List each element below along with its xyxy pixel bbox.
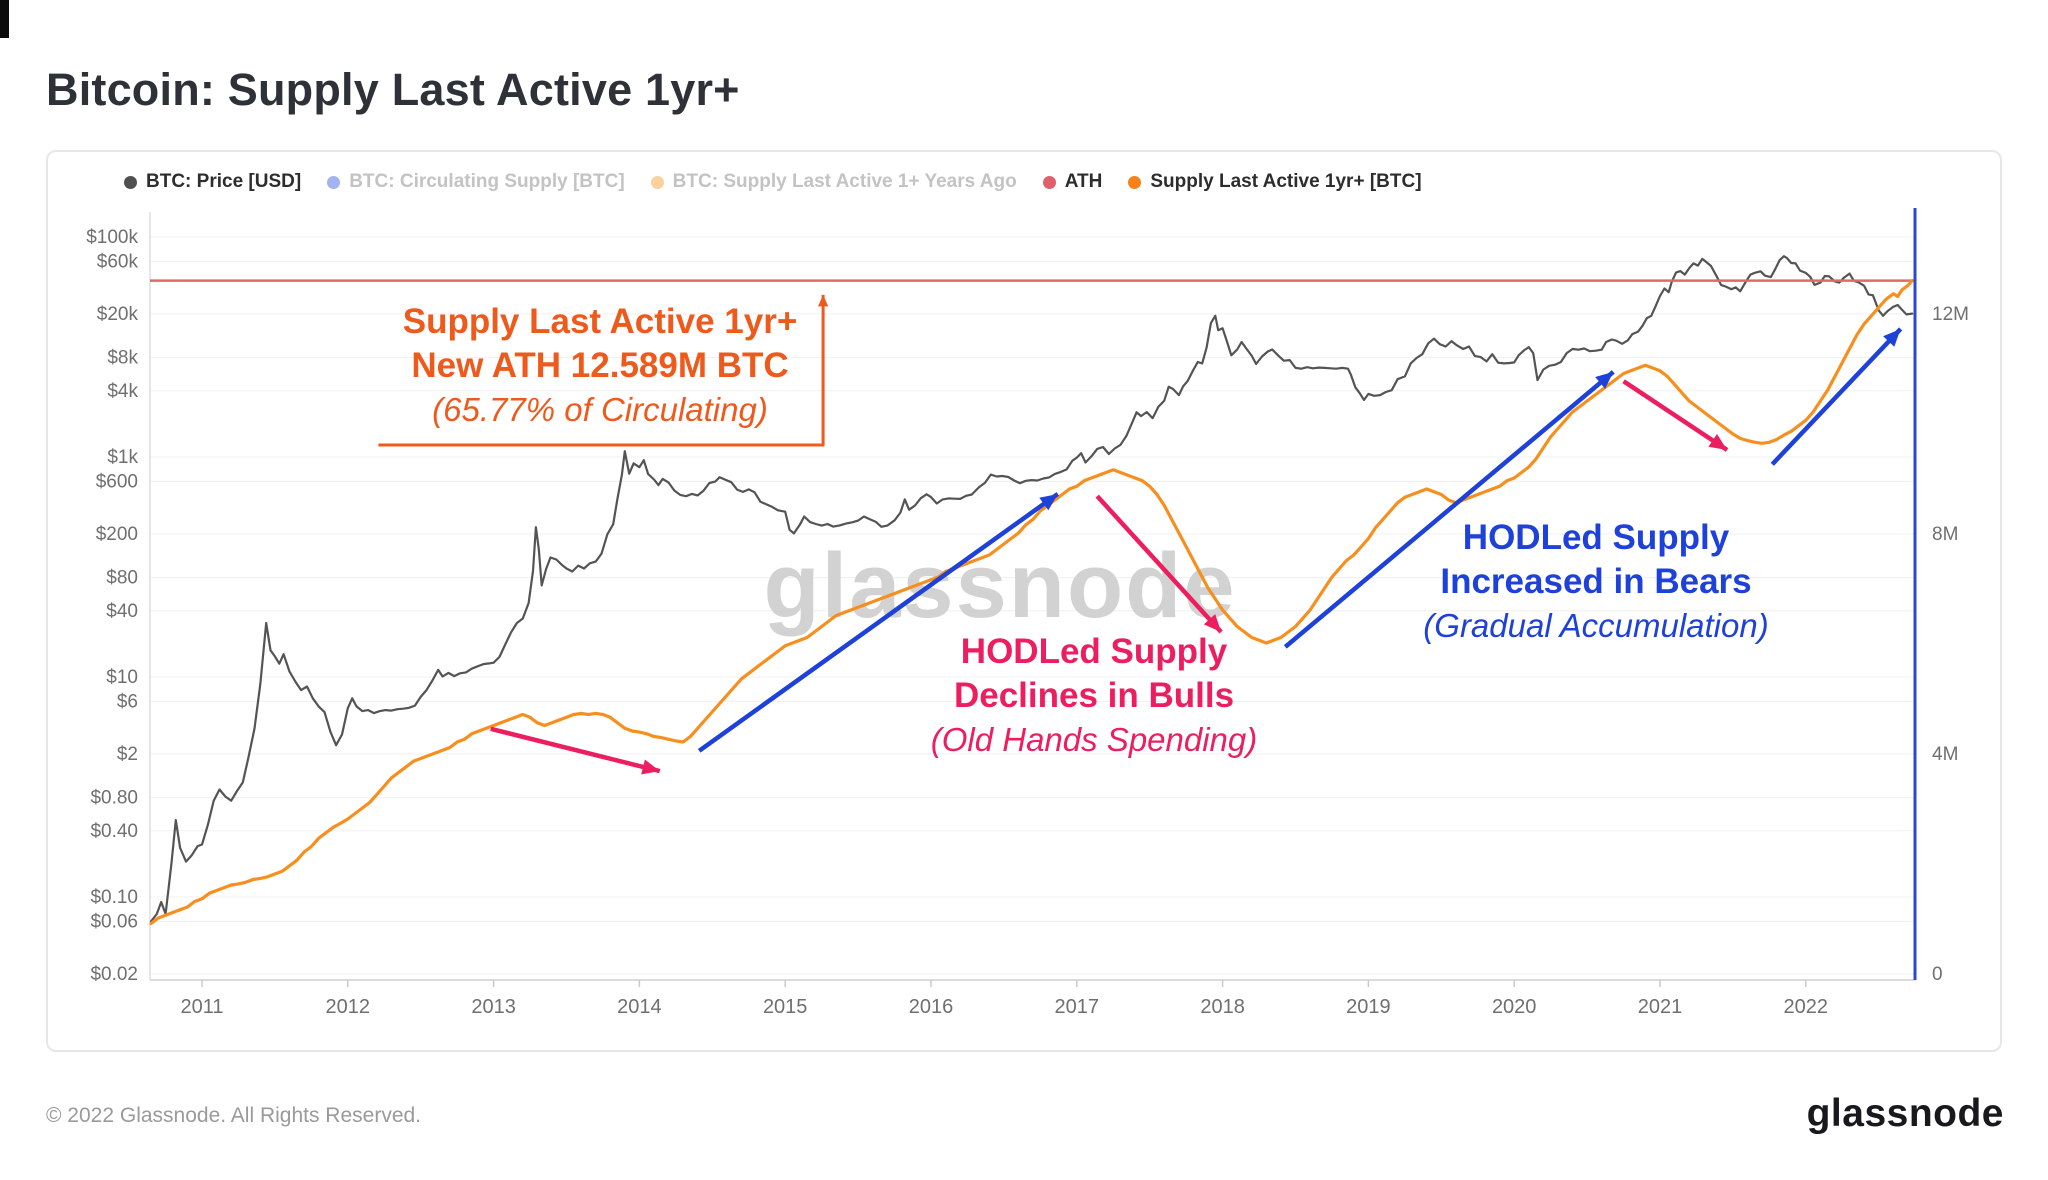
chart-legend: BTC: Price [USD] BTC: Circulating Supply … (124, 171, 1422, 193)
y-axis-left-tick-label: $0.80 (90, 788, 138, 809)
y-axis-left-tick-label: $600 (96, 471, 138, 492)
supply-line (149, 279, 1914, 926)
annotation-line: (Gradual Accumulation) (1423, 607, 1769, 644)
x-axis-tick-label: 2017 (1055, 996, 1100, 1018)
x-axis-tick-label: 2022 (1784, 996, 1829, 1018)
x-axis-tick-label: 2015 (763, 996, 808, 1018)
x-axis-tick-label: 2018 (1200, 996, 1245, 1018)
annotation-arrow (1770, 327, 1903, 466)
chart-card (46, 150, 2002, 1052)
y-axis-left-tick-label: $2 (117, 744, 138, 765)
x-axis-tick-label: 2014 (617, 996, 662, 1018)
y-axis-right-tick-label: 4M (1932, 744, 1958, 765)
x-axis-tick-label: 2013 (471, 996, 516, 1018)
y-axis-left-tick-label: $0.10 (90, 887, 138, 908)
y-axis-right-tick-label: 12M (1932, 304, 1969, 325)
legend-dot-icon (124, 175, 137, 189)
x-axis-tick-label: 2011 (180, 996, 223, 1018)
legend-item[interactable]: BTC: Circulating Supply [BTC] (327, 171, 625, 193)
annotation-arrow (490, 726, 661, 774)
glassnode-logo: glassnode (1806, 1092, 2004, 1135)
legend-dot-icon (1042, 175, 1056, 189)
annotation-arrowhead (818, 294, 829, 307)
y-axis-left-tick-label: $0.40 (90, 821, 138, 842)
watermark: glassnode (763, 535, 1236, 637)
annotation-arrow (1622, 379, 1729, 452)
legend-label: ATH (1064, 171, 1103, 192)
legend-label: Supply Last Active 1yr+ [BTC] (1150, 171, 1422, 192)
y-axis-left-tick-label: $200 (96, 524, 138, 545)
legend-item[interactable]: Supply Last Active 1yr+ [BTC] (1128, 171, 1422, 193)
annotation-line: Increased in Bears (1440, 562, 1752, 601)
price-line (149, 255, 1914, 923)
y-axis-left-tick-label: $4k (107, 381, 138, 402)
x-axis-tick-label: 2020 (1492, 996, 1537, 1018)
x-axis-tick-label: 2021 (1638, 996, 1683, 1018)
window-corner-artifact (0, 0, 9, 38)
legend-item[interactable]: BTC: Supply Last Active 1+ Years Ago (650, 171, 1017, 193)
annotation-arrow (697, 492, 1060, 753)
x-axis-tick-label: 2019 (1346, 996, 1391, 1018)
annotation-arrowhead (1883, 328, 1901, 347)
annotation-supply-ath: Supply Last Active 1yr+ New ATH 12.589M … (360, 300, 840, 432)
copyright-text: © 2022 Glassnode. All Rights Reserved. (46, 1104, 422, 1127)
y-axis-left-tick-label: $60k (97, 251, 139, 272)
annotation-arrowhead (1203, 614, 1222, 632)
annotation-line: (Old Hands Spending) (930, 721, 1258, 758)
annotation-increased-in-bears: HODLed Supply Increased in Bears (Gradua… (1316, 516, 1876, 648)
y-axis-left-tick-label: $10 (106, 667, 138, 688)
y-axis-left-tick-label: $40 (106, 601, 138, 622)
annotation-line: HODLed Supply (1462, 518, 1730, 557)
annotation-arrowhead (1708, 434, 1728, 450)
y-axis-right-tick-label: 0 (1932, 964, 1943, 985)
annotation-arrow (1095, 494, 1223, 634)
annotation-arrowhead (641, 759, 660, 775)
annotation-arrow (1283, 370, 1615, 649)
y-axis-left-tick-label: $6 (117, 691, 138, 712)
annotation-arrowhead (1039, 493, 1058, 511)
legend-item[interactable]: ATH (1042, 171, 1103, 193)
annotation-line: (65.77% of Circulating) (432, 391, 768, 428)
y-axis-left-tick-label: $20k (97, 304, 139, 325)
annotation-line: New ATH 12.589M BTC (411, 346, 789, 385)
legend-dot-icon (650, 175, 664, 189)
y-axis-right-tick-label: 8M (1932, 524, 1958, 545)
y-axis-left-tick-label: $1k (107, 447, 138, 468)
annotation-arrow (378, 294, 825, 447)
y-axis-left-tick-label: $8k (107, 348, 138, 369)
legend-label: BTC: Supply Last Active 1+ Years Ago (672, 171, 1017, 192)
legend-item[interactable]: BTC: Price [USD] (124, 171, 301, 193)
y-axis-left-tick-label: $80 (106, 568, 138, 589)
annotation-line: Supply Last Active 1yr+ (402, 302, 798, 341)
y-axis-left-tick-label: $100k (86, 227, 138, 248)
page-title: Bitcoin: Supply Last Active 1yr+ (46, 64, 740, 116)
annotation-arrowhead (1595, 371, 1614, 389)
x-axis-tick-label: 2012 (326, 996, 371, 1018)
legend-label: BTC: Price [USD] (146, 171, 302, 192)
legend-label: BTC: Circulating Supply [BTC] (349, 171, 625, 192)
annotation-line: HODLed Supply (960, 632, 1228, 671)
legend-dot-icon (327, 175, 341, 189)
y-axis-left-tick-label: $0.02 (90, 964, 138, 985)
x-axis-tick-label: 2016 (909, 996, 954, 1018)
annotation-line: Declines in Bulls (953, 676, 1235, 715)
legend-dot-icon (1128, 175, 1142, 189)
annotation-declines-in-bulls: HODLed Supply Declines in Bulls (Old Han… (854, 630, 1334, 762)
y-axis-left-tick-label: $0.06 (90, 911, 138, 932)
